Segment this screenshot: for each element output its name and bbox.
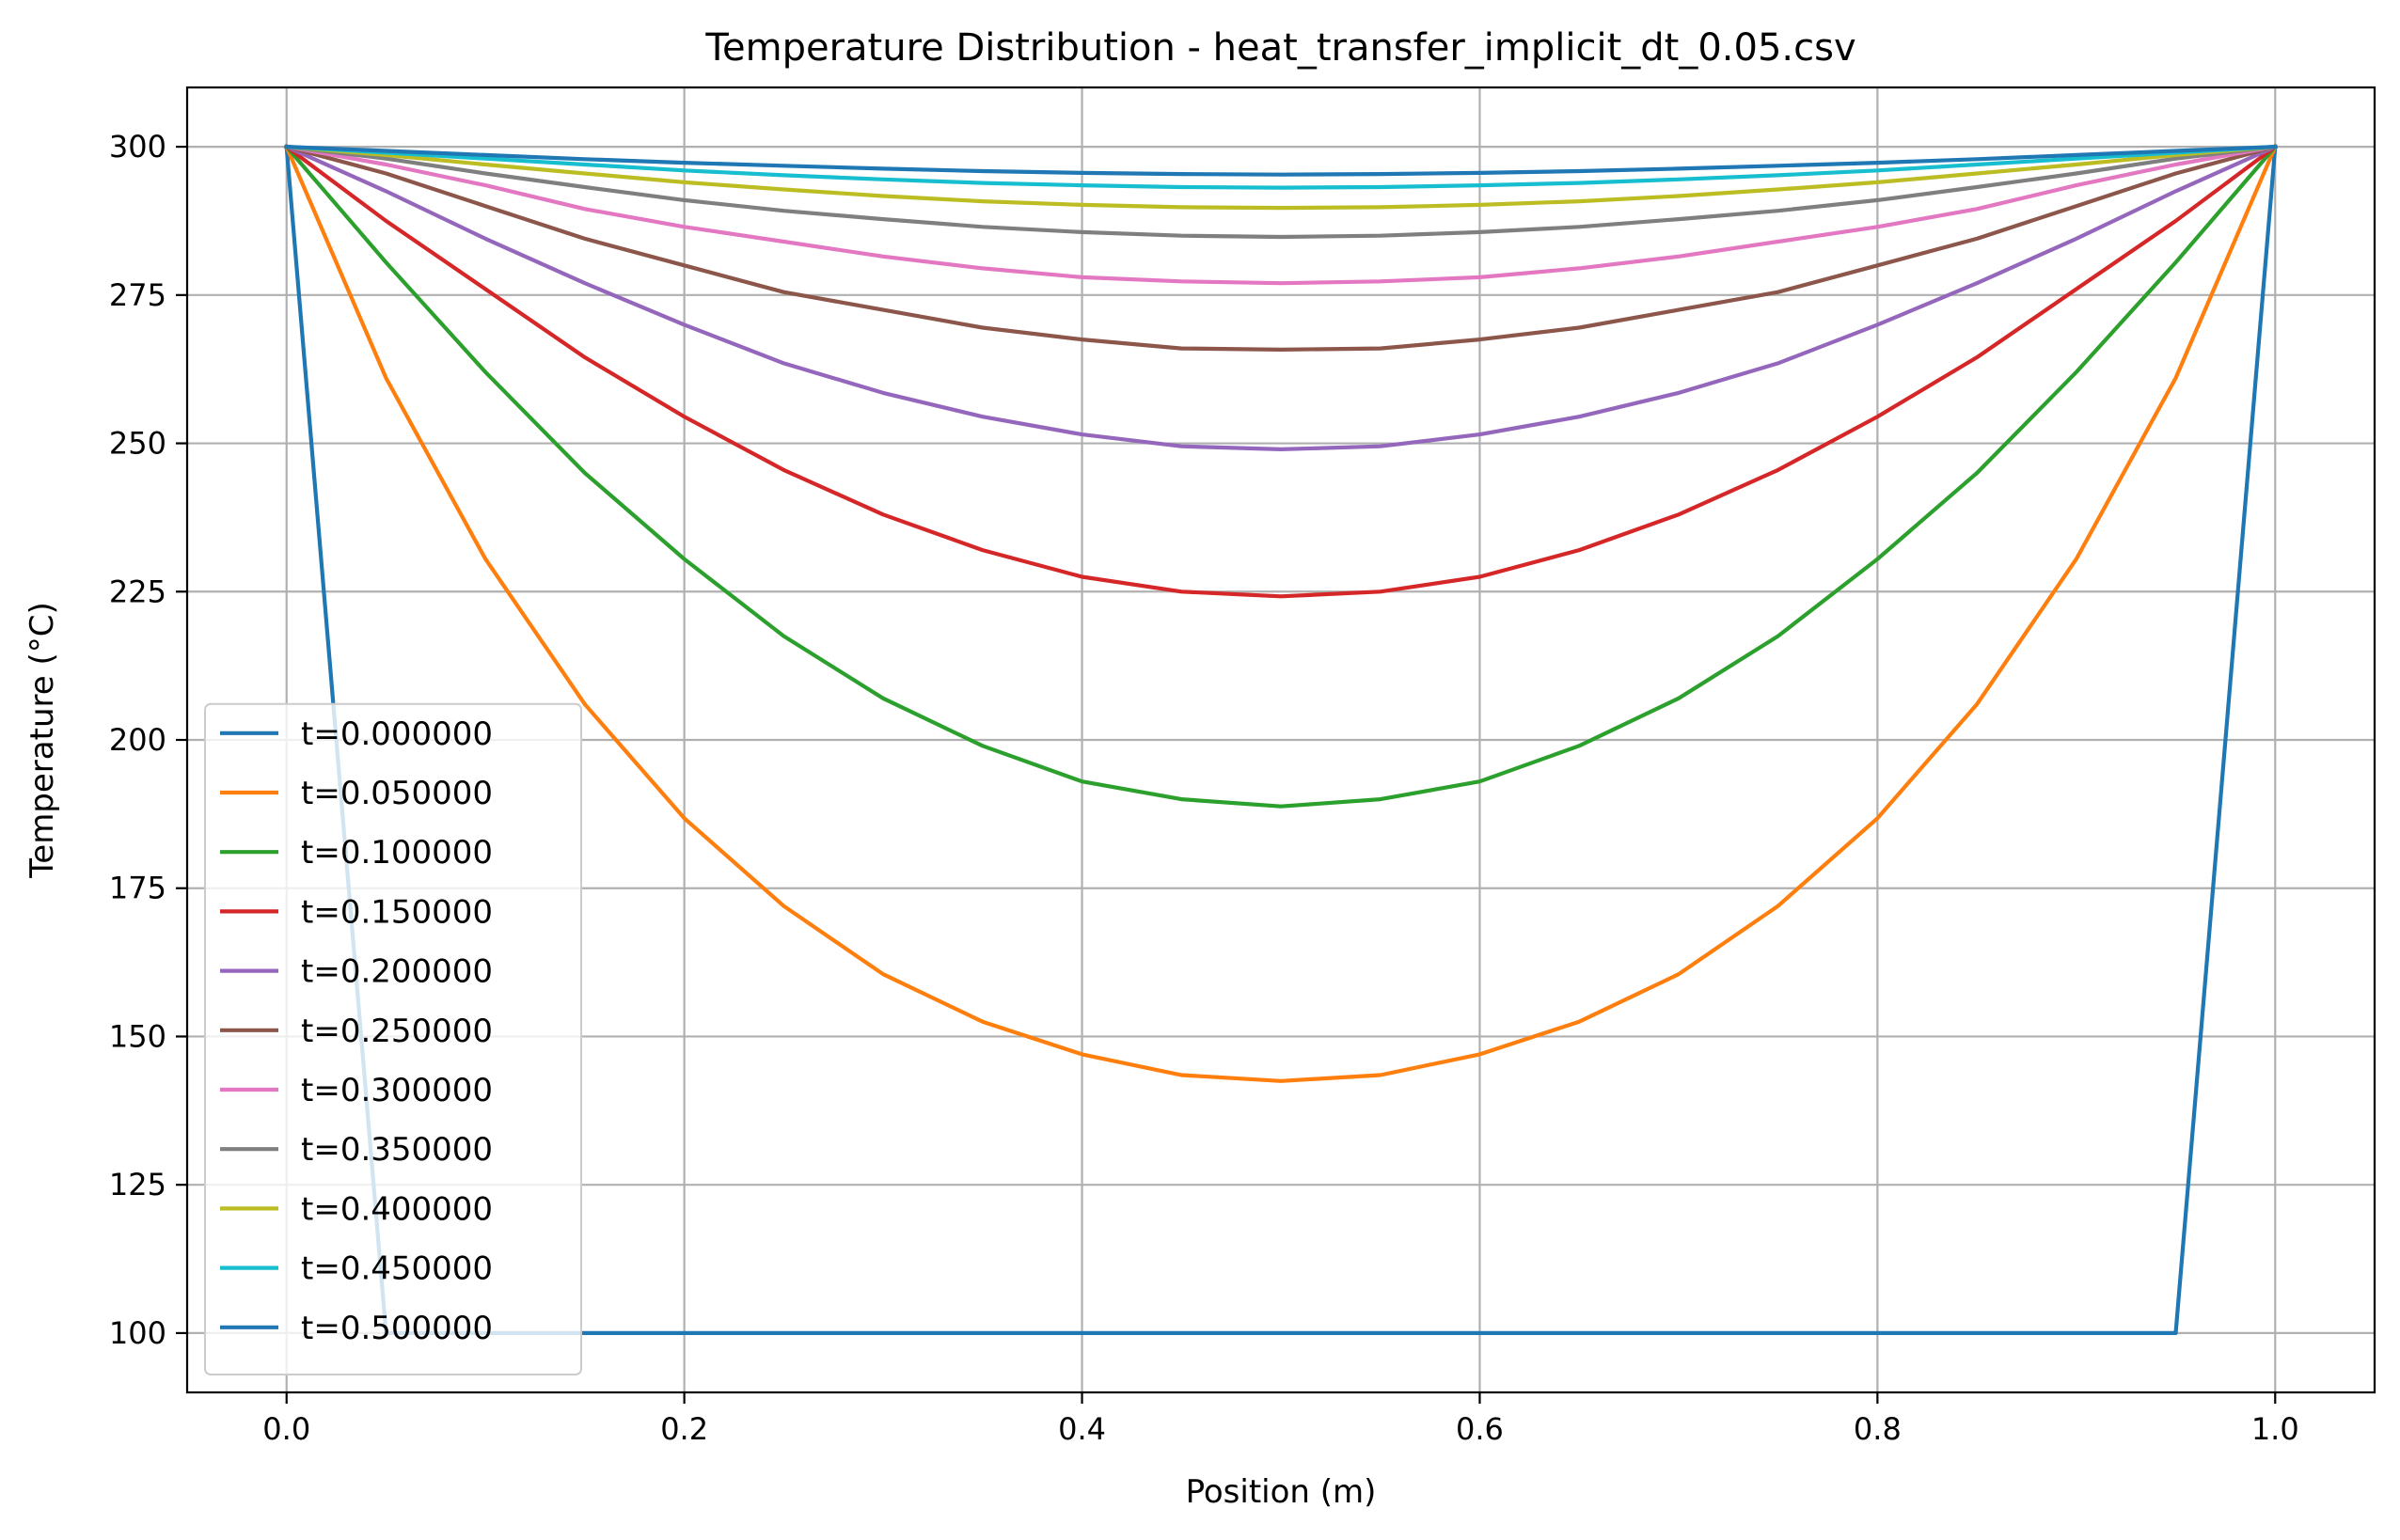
series-line-8 xyxy=(284,144,2278,211)
y-tick-label: 150 xyxy=(109,1018,166,1054)
series-line-3 xyxy=(283,144,2279,599)
x-tick-label: 0.2 xyxy=(660,1411,708,1447)
legend-label: t=0.250000 xyxy=(301,1013,493,1050)
y-tick-label: 125 xyxy=(109,1167,166,1202)
x-axis-title: Position (m) xyxy=(1186,1473,1377,1511)
legend-label: t=0.150000 xyxy=(301,893,493,931)
y-tick-label: 225 xyxy=(109,574,166,609)
legend: t=0.000000 t=0.050000 t=0.100000 t=0.150000… xyxy=(204,702,582,1375)
series-line-4 xyxy=(283,144,2279,451)
y-tick-label: 275 xyxy=(109,277,166,313)
axis-ticks: 0.0 0.2 0.4 0.6 0.8 1.0 100 125 150 175 200 225 250 2… xyxy=(109,129,2299,1447)
legend-label: t=0.100000 xyxy=(301,834,493,872)
series-line-10 xyxy=(284,144,2278,177)
x-tick-label: 0.6 xyxy=(1456,1411,1504,1447)
legend-label: t=0.200000 xyxy=(301,953,493,991)
legend-label: t=0.450000 xyxy=(301,1250,493,1288)
y-tick-label: 100 xyxy=(109,1315,166,1351)
series-line-2 xyxy=(283,144,2279,809)
legend-label: t=0.500000 xyxy=(301,1310,493,1347)
series-line-0 xyxy=(284,144,2278,1336)
x-tick-label: 0.8 xyxy=(1854,1411,1902,1447)
legend-label: t=0.350000 xyxy=(301,1131,493,1169)
series-line-6 xyxy=(284,144,2278,286)
x-tick-label: 0.4 xyxy=(1058,1411,1106,1447)
y-tick-label: 200 xyxy=(109,722,166,758)
x-tick-label: 1.0 xyxy=(2251,1411,2299,1447)
series-line-7 xyxy=(284,144,2278,240)
series-line-9 xyxy=(284,144,2278,190)
y-tick-label: 300 xyxy=(109,129,166,165)
chart-title: Temperature Distribution - heat_transfer… xyxy=(704,26,1855,70)
y-tick-label: 175 xyxy=(109,871,166,906)
y-tick-label: 250 xyxy=(109,426,166,462)
legend-label: t=0.400000 xyxy=(301,1190,493,1228)
y-axis-title: Temperature (°C) xyxy=(24,602,61,878)
legend-box xyxy=(204,702,582,1375)
series-line-5 xyxy=(284,144,2278,352)
legend-label: t=0.300000 xyxy=(301,1072,493,1109)
legend-label: t=0.000000 xyxy=(301,715,493,753)
series-lines xyxy=(283,144,2279,1336)
x-tick-label: 0.0 xyxy=(262,1411,310,1447)
legend-label: t=0.050000 xyxy=(301,775,493,812)
series-line-1 xyxy=(283,144,2279,1083)
